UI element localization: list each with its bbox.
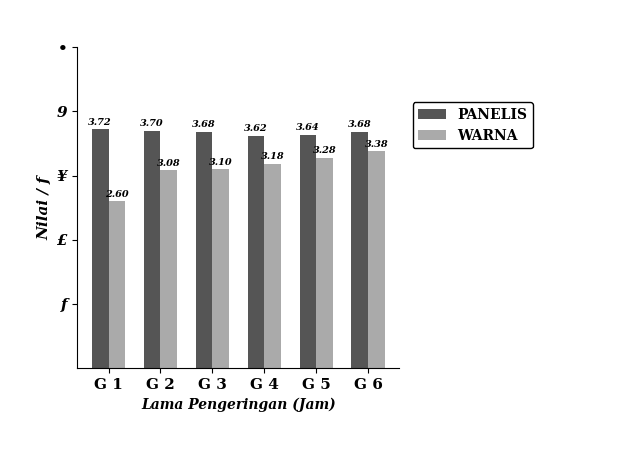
X-axis label: Lama Pengeringan (Jam): Lama Pengeringan (Jam): [141, 397, 336, 412]
Bar: [264, 164, 281, 368]
Text: 3.68: 3.68: [348, 120, 372, 129]
Legend: PANELIS, WARNA: PANELIS, WARNA: [413, 102, 533, 148]
Text: 3.18: 3.18: [261, 152, 285, 161]
Bar: [196, 132, 213, 368]
Text: 2.60: 2.60: [105, 190, 129, 199]
Text: 3.38: 3.38: [365, 140, 388, 149]
Text: 3.72: 3.72: [88, 118, 112, 127]
Text: 3.70: 3.70: [140, 119, 164, 128]
Text: 3.62: 3.62: [244, 124, 268, 133]
Bar: [352, 132, 368, 368]
Bar: [299, 135, 316, 368]
Text: 3.08: 3.08: [157, 159, 180, 168]
Y-axis label: Nilai / f: Nilai / f: [37, 176, 52, 240]
Text: 3.28: 3.28: [312, 146, 336, 155]
Text: 3.64: 3.64: [296, 123, 319, 132]
Bar: [160, 170, 177, 368]
Bar: [144, 131, 160, 368]
Text: 3.68: 3.68: [192, 120, 216, 129]
Bar: [92, 129, 109, 368]
Bar: [316, 158, 333, 368]
Bar: [213, 169, 229, 368]
Bar: [368, 151, 384, 368]
Bar: [248, 136, 264, 368]
Bar: [109, 201, 125, 368]
Text: 3.10: 3.10: [209, 158, 232, 167]
